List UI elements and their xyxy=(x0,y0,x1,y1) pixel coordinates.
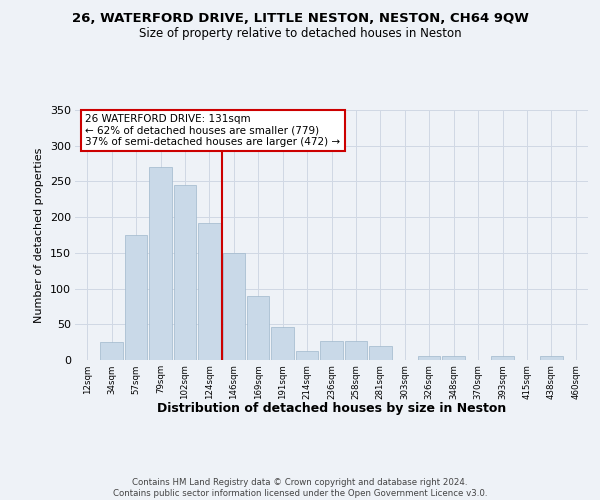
Bar xyxy=(540,356,563,360)
Bar xyxy=(149,167,172,360)
Bar xyxy=(369,346,392,360)
Bar xyxy=(173,185,196,360)
Bar xyxy=(320,340,343,360)
Text: Size of property relative to detached houses in Neston: Size of property relative to detached ho… xyxy=(139,28,461,40)
Text: 26 WATERFORD DRIVE: 131sqm
← 62% of detached houses are smaller (779)
37% of sem: 26 WATERFORD DRIVE: 131sqm ← 62% of deta… xyxy=(85,114,340,147)
Text: 26, WATERFORD DRIVE, LITTLE NESTON, NESTON, CH64 9QW: 26, WATERFORD DRIVE, LITTLE NESTON, NEST… xyxy=(71,12,529,26)
Bar xyxy=(125,235,148,360)
Bar xyxy=(198,223,221,360)
Bar xyxy=(442,356,465,360)
Bar xyxy=(296,350,319,360)
Bar xyxy=(418,356,440,360)
Bar xyxy=(247,296,269,360)
Bar xyxy=(100,342,123,360)
Y-axis label: Number of detached properties: Number of detached properties xyxy=(34,148,44,322)
Bar xyxy=(344,340,367,360)
Text: Contains HM Land Registry data © Crown copyright and database right 2024.
Contai: Contains HM Land Registry data © Crown c… xyxy=(113,478,487,498)
X-axis label: Distribution of detached houses by size in Neston: Distribution of detached houses by size … xyxy=(157,402,506,415)
Bar xyxy=(271,327,294,360)
Bar xyxy=(491,356,514,360)
Bar xyxy=(223,253,245,360)
